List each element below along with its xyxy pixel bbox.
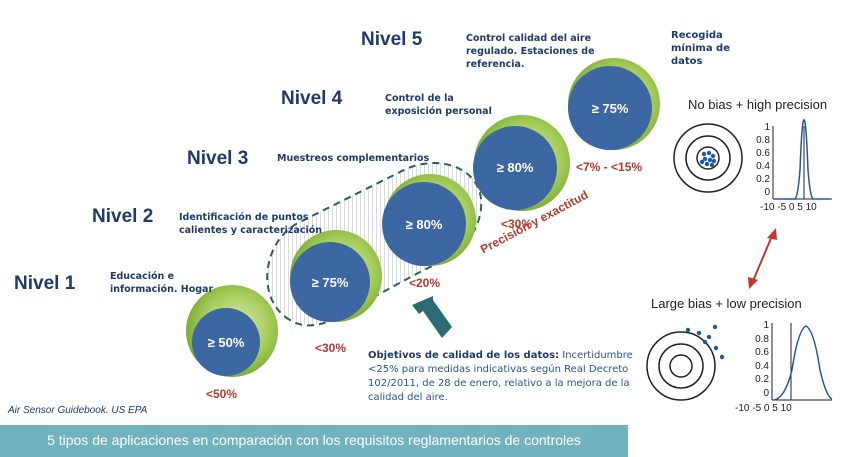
level-1-title: Nivel 1 — [14, 273, 76, 294]
level-2-error: <30% — [315, 341, 347, 355]
level-5-circle-value: ≥ 75% — [591, 101, 629, 116]
level-1-error: <50% — [206, 387, 238, 401]
x-tick: 10 — [805, 202, 817, 213]
target-high-precision — [673, 123, 743, 193]
pointer-arrow — [412, 296, 452, 338]
panel-2-x-ticks: -10 -5 0 5 10 — [735, 403, 835, 414]
level-2-description: Identificación de puntos calientes y car… — [179, 212, 323, 236]
panel-2-title: Large bias + low precision — [651, 296, 802, 311]
footer-caption: 5 tipos de aplicaciones en comparación c… — [47, 432, 581, 448]
level-4-description: Control de la exposición personal — [385, 93, 492, 117]
y-tick: 0.8 — [756, 135, 770, 146]
level-2-circle-value: ≥ 75% — [311, 275, 349, 290]
x-tick: -10 — [760, 202, 775, 213]
x-tick: -5 — [777, 202, 787, 213]
x-tick: -5 — [752, 403, 762, 414]
source-citation: Air Sensor Guidebook. US EPA — [8, 405, 148, 416]
y-tick: 0.4 — [755, 360, 769, 372]
level-4-title: Nivel 4 — [281, 88, 343, 109]
level-1-description: Educación e información. Hogar — [110, 271, 214, 295]
level-3-description: Muestreos complementarios — [277, 153, 430, 164]
distribution-plot-low-precision — [771, 323, 833, 401]
level-4-circle — [473, 115, 570, 211]
level-2-circle — [290, 230, 382, 322]
x-tick: 10 — [780, 403, 792, 414]
y-tick: 0.6 — [756, 148, 770, 159]
level-3-circle-value: ≥ 80% — [405, 217, 443, 232]
panel-1-title: No bias + high precision — [688, 97, 828, 112]
level-2-title: Nivel 2 — [92, 206, 154, 227]
y-tick: 0 — [763, 387, 769, 399]
x-tick: -10 — [735, 403, 750, 414]
minimum-data-note: Recogida mínima de datos — [671, 30, 730, 67]
level-4-error: <30% — [501, 217, 533, 231]
footer-banner: 5 tipos de aplicaciones en comparación c… — [0, 425, 628, 457]
y-tick: 1 — [764, 122, 770, 133]
distribution-plot-high-precision — [772, 119, 832, 200]
level-3-circle — [382, 174, 476, 266]
level-5-description: Control calidad del aire regulado. Estac… — [466, 33, 595, 70]
y-tick: 1 — [763, 320, 769, 331]
x-tick: 0 — [788, 202, 795, 213]
level-1-circle — [186, 285, 278, 377]
quality-objectives-title: Objetivos de calidad de los datos: — [368, 350, 560, 361]
quality-objectives-text: Incertidumbre <25% para medidas indicati… — [368, 350, 633, 403]
y-tick: 0.2 — [755, 374, 769, 385]
y-tick: 0 — [764, 187, 770, 198]
level-3-title: Nivel 3 — [187, 148, 249, 169]
y-tick: 0.6 — [755, 347, 769, 358]
comparison-arrow — [748, 228, 777, 289]
target-low-precision — [646, 324, 725, 401]
x-tick: 5 — [772, 403, 778, 414]
x-tick: 0 — [763, 403, 770, 414]
x-tick: 5 — [797, 202, 803, 213]
level-5-circle — [568, 58, 660, 150]
panel-1-x-ticks: -10 -5 0 5 10 — [760, 202, 850, 213]
level-4-circle-value: ≥ 80% — [496, 160, 534, 175]
level-3-error: <20% — [409, 276, 441, 290]
panel-2-y-ticks: 1 0.8 0.6 0.4 0.2 0 — [749, 319, 769, 400]
quality-objectives: Objetivos de calidad de los datos: Incer… — [368, 349, 638, 405]
y-tick: 0.4 — [756, 161, 770, 172]
y-tick: 0.2 — [756, 174, 770, 185]
level-5-title: Nivel 5 — [361, 29, 423, 50]
level-1-circle-value: ≥ 50% — [207, 335, 245, 350]
level-5-error: <7% - <15% — [576, 160, 643, 174]
y-tick: 0.8 — [755, 333, 769, 345]
panel-1-y-ticks: 1 0.8 0.6 0.4 0.2 0 — [750, 121, 770, 199]
